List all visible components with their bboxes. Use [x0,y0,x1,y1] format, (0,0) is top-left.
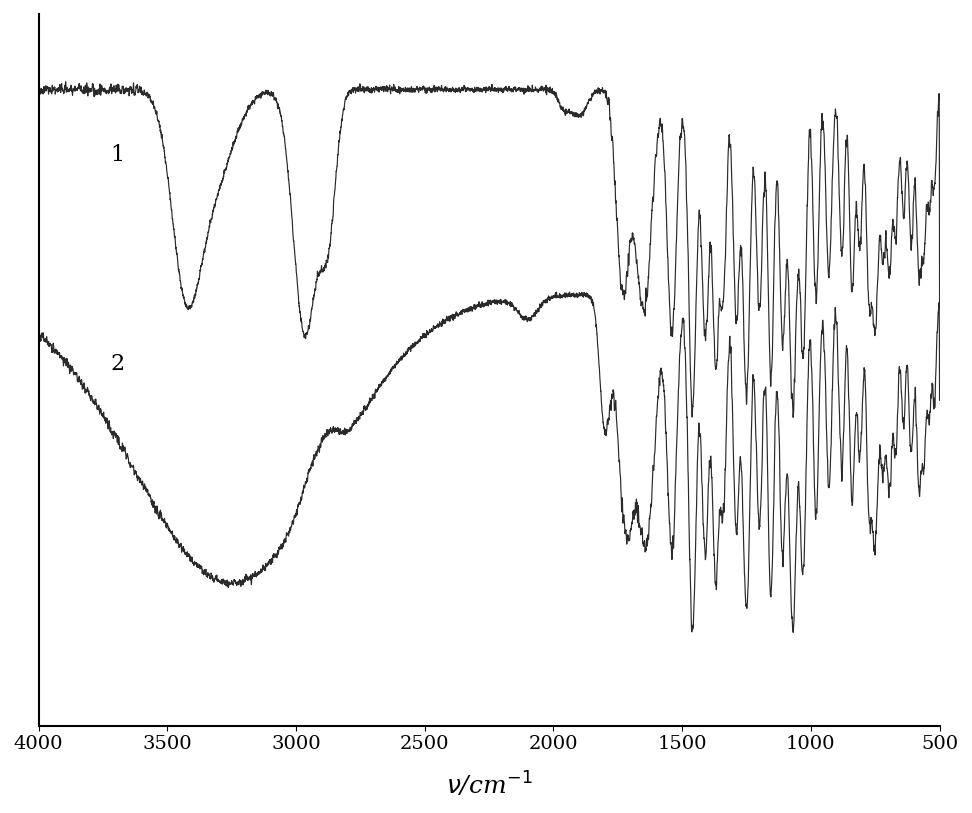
Text: 2: 2 [111,353,124,375]
X-axis label: $\nu$/cm$^{-1}$: $\nu$/cm$^{-1}$ [446,770,533,799]
Text: 1: 1 [111,144,124,166]
